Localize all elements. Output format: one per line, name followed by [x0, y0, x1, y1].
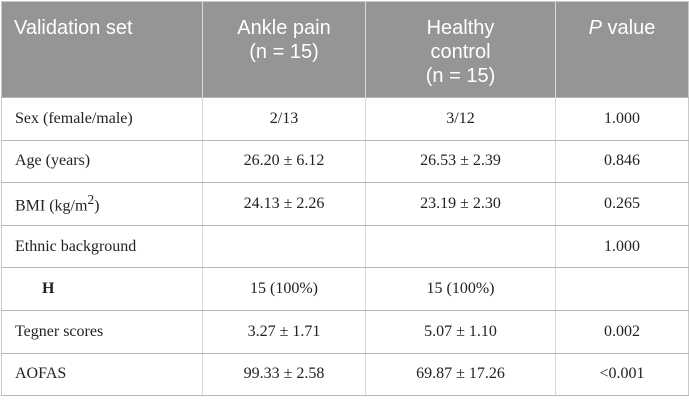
- table-row: Age (years) 26.20 ± 6.12 26.53 ± 2.39 0.…: [1, 140, 689, 184]
- header-p-letter: P: [588, 17, 602, 39]
- header-ankle-pain-n: (n = 15): [249, 41, 319, 63]
- healthy-control-cell: 15 (100%): [365, 267, 556, 311]
- p-value-cell: 0.002: [555, 310, 689, 354]
- table-row: Sex (female/male) 2/13 3/12 1.000: [1, 97, 689, 141]
- row-label-superscript: 2: [87, 192, 95, 208]
- header-ankle-pain: Ankle pain (n = 15): [202, 1, 366, 98]
- table-row: BMI (kg/m2) 24.13 ± 2.26 23.19 ± 2.30 0.…: [1, 182, 689, 226]
- ankle-pain-cell: 2/13: [202, 97, 366, 141]
- ankle-pain-cell: 15 (100%): [202, 267, 366, 311]
- ankle-pain-cell: [202, 225, 366, 269]
- row-label: H: [1, 267, 203, 311]
- row-label: AOFAS: [1, 353, 203, 397]
- p-value-cell: 0.846: [555, 140, 689, 184]
- ankle-pain-cell: 3.27 ± 1.71: [202, 310, 366, 354]
- healthy-control-cell: 26.53 ± 2.39: [365, 140, 556, 184]
- table-row: AOFAS 99.33 ± 2.58 69.87 ± 17.26 <0.001: [1, 353, 689, 397]
- header-p-value-label: value: [601, 17, 656, 39]
- table-row: H 15 (100%) 15 (100%): [1, 267, 689, 311]
- row-label: Age (years): [1, 140, 203, 184]
- row-label: Ethnic background: [1, 225, 203, 269]
- p-value-cell: 0.265: [555, 182, 689, 226]
- ankle-pain-cell: 26.20 ± 6.12: [202, 140, 366, 184]
- header-control-label: control: [430, 41, 491, 63]
- row-label: BMI (kg/m2): [1, 182, 203, 226]
- row-label-text: BMI (kg/m: [15, 197, 88, 215]
- p-value-cell: 1.000: [555, 225, 689, 269]
- header-row: Validation set Ankle pain (n = 15) Healt…: [1, 1, 689, 98]
- p-value-cell: <0.001: [555, 353, 689, 397]
- p-value-cell: 1.000: [555, 97, 689, 141]
- healthy-control-cell: 5.07 ± 1.10: [365, 310, 556, 354]
- header-healthy-control: Healthy control (n = 15): [365, 1, 556, 98]
- healthy-control-cell: 69.87 ± 17.26: [365, 353, 556, 397]
- header-p-value: P value: [555, 1, 689, 98]
- header-healthy-n: (n = 15): [425, 65, 496, 87]
- healthy-control-cell: 3/12: [365, 97, 556, 141]
- table-row: Tegner scores 3.27 ± 1.71 5.07 ± 1.10 0.…: [1, 310, 689, 354]
- header-healthy-label: Healthy: [426, 17, 495, 39]
- ankle-pain-cell: 99.33 ± 2.58: [202, 353, 366, 397]
- healthy-control-cell: [365, 225, 556, 269]
- p-value-cell: [555, 267, 689, 311]
- header-validation-set: Validation set: [1, 1, 203, 98]
- header-ankle-pain-label: Ankle pain: [237, 17, 331, 39]
- row-label-close: ): [94, 197, 100, 215]
- table-row: Ethnic background 1.000: [1, 225, 689, 269]
- healthy-control-cell: 23.19 ± 2.30: [365, 182, 556, 226]
- header-validation-set-label: Validation set: [14, 17, 133, 39]
- row-label: Sex (female/male): [1, 97, 203, 141]
- row-label: Tegner scores: [1, 310, 203, 354]
- ankle-pain-cell: 24.13 ± 2.26: [202, 182, 366, 226]
